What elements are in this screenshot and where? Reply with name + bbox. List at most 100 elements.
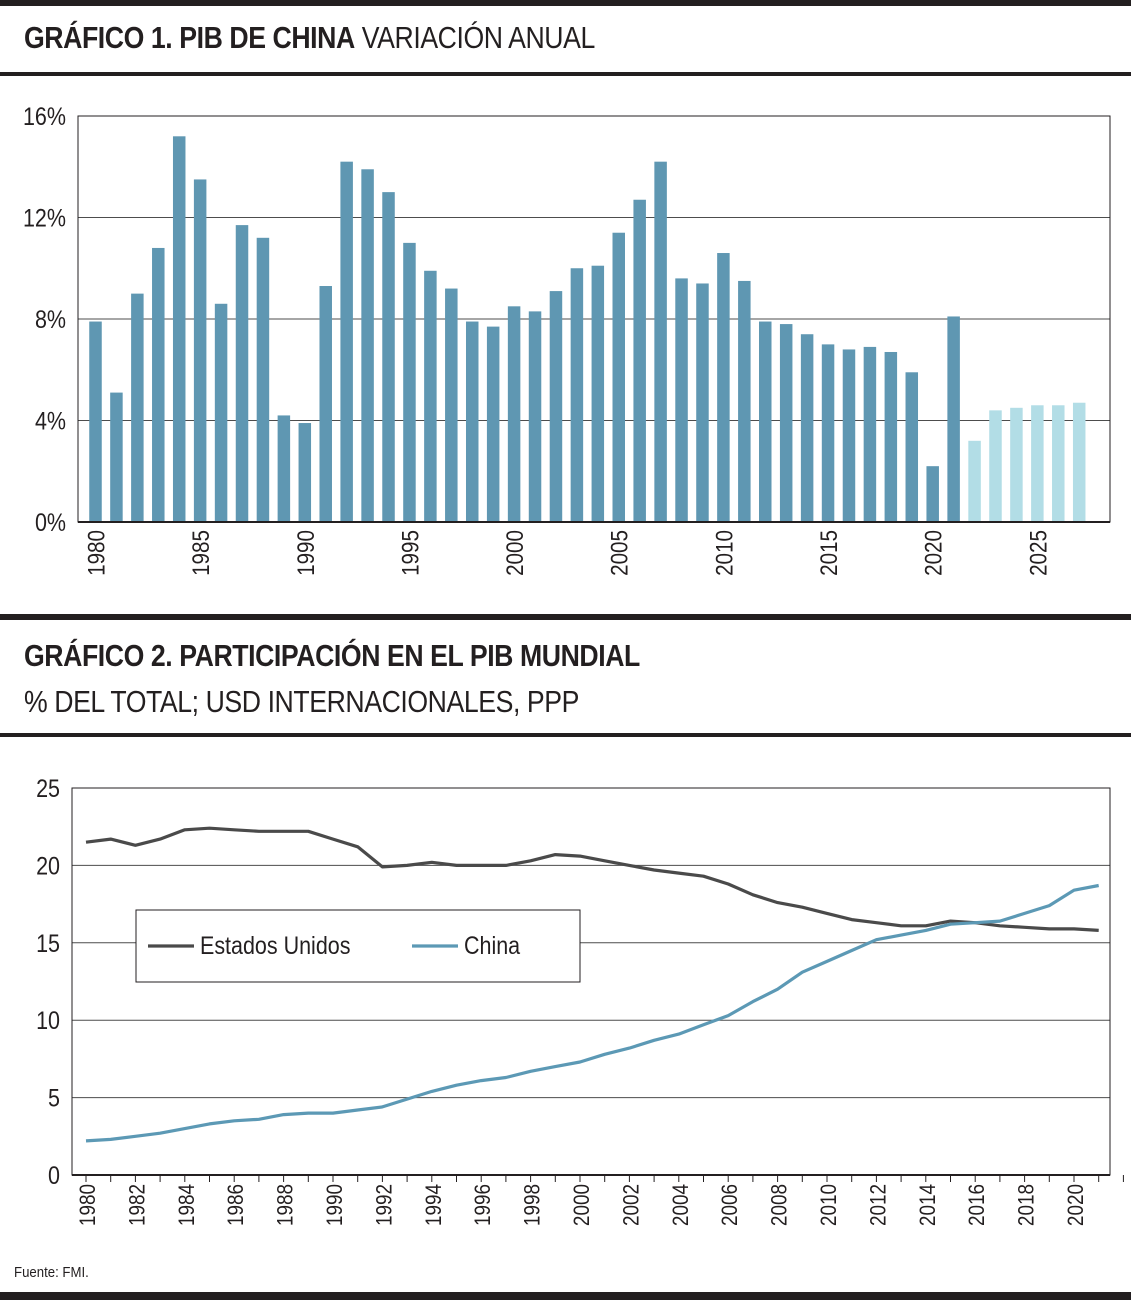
bar bbox=[717, 253, 730, 522]
x-tick-label: 1984 bbox=[174, 1184, 199, 1226]
y-tick-label: 16% bbox=[23, 102, 66, 130]
chart2-header-rule bbox=[0, 733, 1131, 737]
bar bbox=[654, 161, 667, 523]
bar bbox=[738, 280, 751, 522]
y-tick-label: 12% bbox=[23, 204, 66, 232]
x-tick-label: 1986 bbox=[224, 1184, 249, 1226]
chart1-title-bold: GRÁFICO 1. PIB DE CHINA bbox=[24, 20, 355, 55]
x-tick-label: 2012 bbox=[866, 1184, 891, 1226]
x-tick-label: 1998 bbox=[520, 1184, 545, 1226]
x-tick-label: 2025 bbox=[1025, 530, 1052, 576]
x-tick-label: 2000 bbox=[570, 1184, 595, 1226]
bar bbox=[779, 324, 793, 522]
bar bbox=[403, 242, 416, 522]
x-tick-label: 2020 bbox=[1064, 1184, 1089, 1226]
bar bbox=[696, 283, 709, 522]
bar bbox=[193, 179, 207, 522]
x-tick-label: 2016 bbox=[965, 1184, 990, 1226]
x-tick-label: 1990 bbox=[292, 530, 319, 576]
china-line bbox=[85, 883, 1099, 1143]
x-tick-label: 2010 bbox=[711, 530, 738, 576]
bar bbox=[863, 346, 877, 522]
chart2-subtitle: % DEL TOTAL; USD INTERNACIONALES, PPP bbox=[24, 684, 579, 719]
bar bbox=[968, 440, 981, 522]
source-note: Fuente: FMI. bbox=[14, 1264, 89, 1281]
bar bbox=[298, 423, 312, 522]
bar bbox=[172, 136, 186, 523]
x-tick-label: 2004 bbox=[668, 1184, 693, 1226]
x-tick-label: 1995 bbox=[397, 530, 424, 576]
y-tick-label: 5 bbox=[48, 1084, 60, 1112]
top-rule bbox=[0, 0, 1131, 6]
x-tick-label: 1982 bbox=[125, 1184, 150, 1226]
x-tick-label: 1996 bbox=[471, 1184, 496, 1226]
legend-china-label: China bbox=[464, 931, 520, 959]
x-tick-label: 2006 bbox=[718, 1184, 743, 1226]
bar bbox=[1010, 407, 1023, 522]
y-tick-label: 4% bbox=[35, 407, 66, 435]
bar bbox=[214, 303, 228, 522]
chart2-title-text: GRÁFICO 2. PARTICIPACIÓN EN EL PIB MUNDI… bbox=[24, 638, 640, 673]
x-tick-label: 2015 bbox=[816, 530, 843, 576]
legend: Estados Unidos China bbox=[135, 909, 581, 983]
bar bbox=[633, 199, 646, 523]
y-tick-label: 0% bbox=[35, 508, 66, 536]
y-tick-label: 8% bbox=[35, 305, 66, 333]
chart1-header-rule bbox=[0, 72, 1131, 76]
x-tick-label: 2020 bbox=[920, 530, 947, 576]
bar bbox=[549, 291, 563, 522]
bar bbox=[235, 225, 249, 523]
bar bbox=[256, 237, 270, 523]
y-tick-label: 10 bbox=[36, 1007, 60, 1035]
x-tick-label: 2005 bbox=[606, 530, 633, 576]
x-tick-label: 1980 bbox=[76, 1184, 101, 1226]
bar bbox=[926, 466, 939, 522]
bar bbox=[905, 372, 919, 522]
legend-us-label: Estados Unidos bbox=[200, 931, 350, 959]
bar bbox=[821, 344, 835, 522]
x-tick-label: 1992 bbox=[372, 1184, 397, 1226]
bar bbox=[1052, 405, 1065, 522]
x-tick-label: 2002 bbox=[619, 1184, 644, 1226]
x-tick-label: 1990 bbox=[323, 1184, 348, 1226]
bar bbox=[382, 192, 395, 522]
bar bbox=[612, 232, 625, 522]
bar bbox=[591, 265, 605, 522]
chart2-top-rule bbox=[0, 614, 1131, 620]
y-tick-label: 0 bbox=[48, 1161, 60, 1189]
bar bbox=[486, 326, 500, 522]
bar bbox=[842, 349, 856, 522]
bar bbox=[131, 293, 144, 522]
x-tick-label: 1980 bbox=[83, 530, 110, 576]
bar bbox=[675, 278, 688, 522]
bar bbox=[1031, 405, 1044, 522]
bar bbox=[445, 288, 458, 522]
bar bbox=[110, 392, 123, 522]
x-tick-label: 2018 bbox=[1014, 1184, 1039, 1226]
chart1-bar-chart: 0% 4% 8% 12% 16% 1980 1985 1990 1995 2000 2005 2010… bbox=[23, 102, 1111, 576]
bar bbox=[361, 169, 374, 522]
bar bbox=[319, 286, 332, 522]
bar bbox=[465, 321, 479, 522]
bar bbox=[800, 334, 814, 522]
bar bbox=[340, 161, 353, 523]
y-tick-label: 15 bbox=[36, 929, 60, 957]
x-tick-label: 2014 bbox=[915, 1184, 940, 1226]
bar bbox=[528, 311, 542, 522]
bar bbox=[152, 247, 165, 522]
bar bbox=[1072, 402, 1086, 522]
x-tick-label: 2000 bbox=[502, 530, 529, 576]
bottom-rule bbox=[0, 1292, 1131, 1300]
bar bbox=[570, 268, 584, 522]
bar bbox=[947, 316, 960, 522]
bar bbox=[89, 321, 102, 522]
y-tick-label: 25 bbox=[36, 774, 60, 802]
bar bbox=[989, 410, 1002, 522]
bar bbox=[759, 321, 772, 522]
chart2-line-chart: 0 5 10 15 20 25 1980 1982 1984 1986 1988 1990 1992 19… bbox=[36, 774, 1124, 1226]
chart1-title: GRÁFICO 1. PIB DE CHINA VARIACIÓN ANUAL bbox=[24, 20, 595, 56]
x-tick-label: 2010 bbox=[817, 1184, 842, 1226]
us-line bbox=[85, 826, 1099, 932]
y-tick-label: 20 bbox=[36, 852, 60, 880]
x-tick-label: 1994 bbox=[421, 1184, 446, 1226]
